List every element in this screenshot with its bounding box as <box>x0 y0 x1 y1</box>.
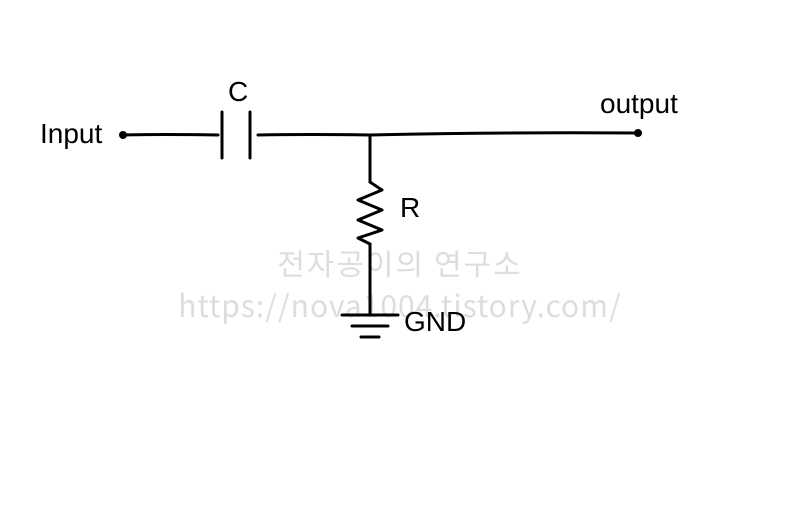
wire-input-to-cap <box>123 135 218 136</box>
resistor-label: R <box>400 192 420 224</box>
circuit-diagram <box>0 0 800 506</box>
output-terminal-dot <box>634 129 642 137</box>
capacitor-label: C <box>228 76 248 108</box>
input-label: Input <box>40 118 102 150</box>
ground-label: GND <box>404 306 466 338</box>
resistor-symbol <box>358 182 382 244</box>
wire-cap-to-node <box>258 135 370 136</box>
wire-node-to-output <box>370 133 638 135</box>
output-label: output <box>600 88 678 120</box>
